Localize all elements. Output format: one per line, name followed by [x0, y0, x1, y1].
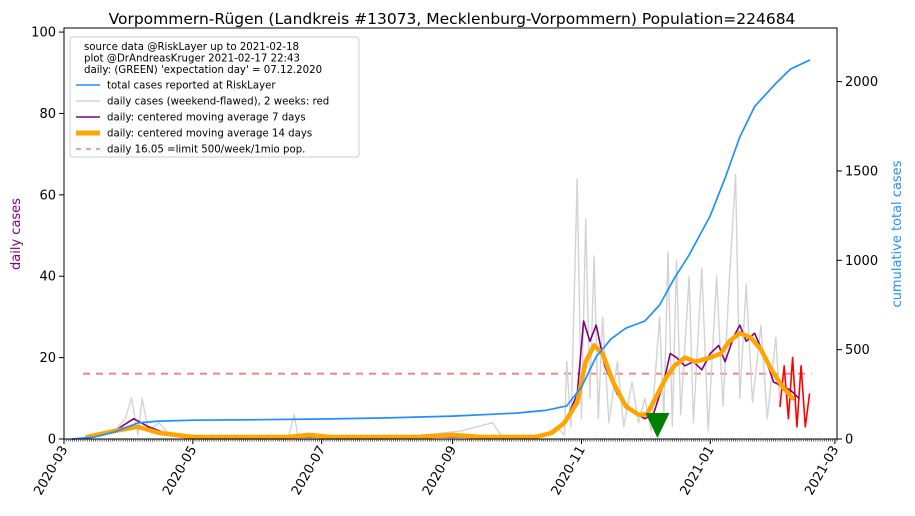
left-tick-label: 40: [39, 270, 56, 285]
chart-title: Vorpommern-Rügen (Landkreis #13073, Meck…: [109, 10, 796, 28]
right-tick-label: 0: [845, 433, 853, 448]
legend-info-line: daily: (GREEN) 'expectation day' = 07.12…: [84, 65, 322, 76]
left-tick-label: 80: [39, 107, 56, 122]
series-line-0: [72, 175, 780, 440]
left-y-axis: 0 20 40 60 80 100: [31, 26, 64, 448]
right-y-axis-label: cumulative total cases: [890, 160, 905, 307]
legend-entry-label: daily: centered moving average 14 days: [107, 129, 312, 140]
legend-entry-label: daily cases (weekend-flawed), 2 weeks: r…: [107, 97, 329, 108]
legend-entry-label: daily 16.05 =limit 500/week/1mio pop.: [107, 145, 305, 156]
x-tick-label: 2021-01: [678, 444, 718, 499]
legend-info-line: source data @RiskLayer up to 2021-02-18: [84, 42, 299, 53]
x-tick-label: 2020-09: [420, 444, 460, 499]
expectation-day-marker: [645, 413, 669, 438]
x-tick-label: 2020-03: [31, 444, 71, 499]
x-tick-label: 2020-05: [160, 444, 200, 499]
x-axis: 2020-03 2020-05 2020-07 2020-09 2020-11 2021-…: [31, 439, 842, 498]
legend-entry-label: total cases reported at RiskLayer: [107, 81, 276, 92]
series-line-3: [87, 333, 792, 437]
right-tick-label: 1000: [845, 254, 878, 269]
right-tick-label: 1500: [845, 164, 878, 179]
left-tick-label: 20: [39, 351, 56, 366]
x-tick-label: 2020-07: [289, 444, 329, 499]
legend: source data @RiskLayer up to 2021-02-18p…: [70, 37, 359, 157]
legend-entry-label: daily: centered moving average 7 days: [107, 113, 306, 124]
x-tick-label: 2021-03: [802, 444, 842, 499]
left-tick-label: 0: [48, 433, 56, 448]
legend-info-line: plot @DrAndreasKruger 2021-02-17 22:43: [84, 54, 300, 65]
right-tick-label: 2000: [845, 75, 878, 90]
left-tick-label: 60: [39, 188, 56, 203]
left-tick-label: 100: [31, 26, 56, 41]
right-tick-label: 500: [845, 343, 870, 358]
x-tick-label: 2020-11: [549, 444, 589, 499]
right-y-axis: 0 500 1000 1500 2000: [837, 75, 878, 447]
left-y-axis-label: daily cases: [9, 198, 24, 270]
